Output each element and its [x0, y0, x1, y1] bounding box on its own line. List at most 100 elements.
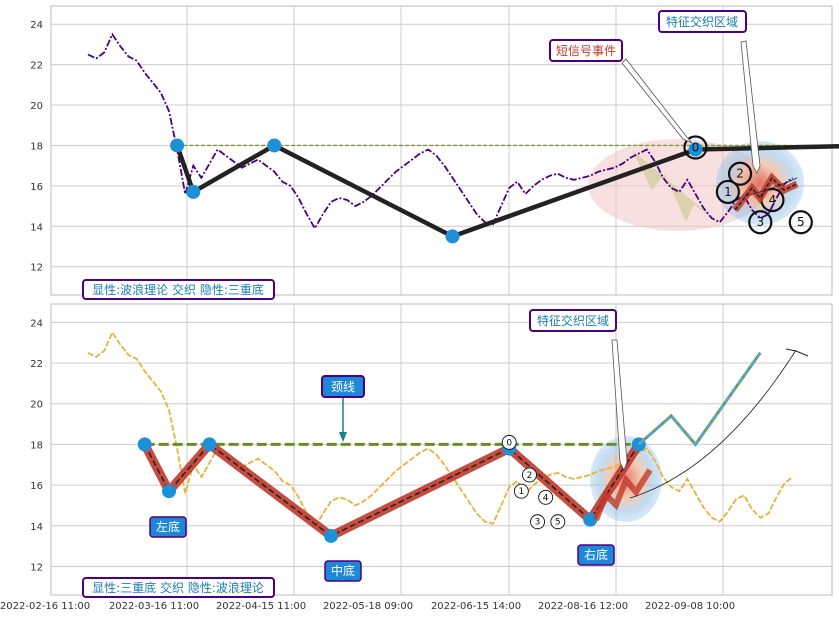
signal-label-box — [549, 39, 623, 62]
wave-labels-top: 0 12 34 5 — [683, 135, 813, 235]
trough-label-left: 左底 — [149, 516, 187, 538]
y-tick-label: 16 — [30, 182, 43, 193]
panel-bottom: 12 14 16 18 20 22 24 0 12 3 4 5 颈线 特征交织区域 左底 中底 — [30, 303, 833, 598]
trough-right-label: 右底 — [584, 547, 608, 562]
wave-label: 5 — [555, 518, 561, 528]
wave-label: 0 — [692, 140, 700, 154]
projection-line — [637, 351, 762, 447]
y-tick-labels-top: 12 14 16 18 20 22 24 — [30, 20, 43, 274]
y-tick-label: 20 — [30, 101, 43, 112]
signal-arrow — [621, 58, 693, 144]
wave-fill-top — [632, 150, 720, 224]
price-line — [87, 32, 794, 231]
wave-label-circle — [522, 467, 537, 483]
neckline-annotation: 颈线 — [321, 375, 365, 442]
y-tick-label: 16 — [30, 481, 43, 492]
wave-label-circle — [538, 489, 554, 505]
projection-tip — [785, 348, 809, 357]
x-tick-label: 2022-02-16 11:00 — [0, 601, 90, 612]
zone-arrow-top — [740, 40, 761, 174]
neckline-label-box — [321, 375, 365, 398]
x-tick-label: 2022-03-16 11:00 — [109, 601, 199, 612]
y-tick-label: 22 — [30, 359, 43, 370]
wave-band-bottom — [593, 468, 653, 522]
pivot-point — [583, 512, 598, 527]
wave-label-circle — [683, 135, 708, 160]
price-line — [87, 330, 794, 530]
trough-label-right: 右底 — [577, 544, 615, 566]
projection-curve-bottom — [629, 349, 797, 499]
trough-left-box — [149, 516, 187, 538]
projection-bottom — [637, 351, 762, 447]
caption-box-bottom — [82, 577, 275, 598]
panel-top: 12 14 16 18 20 22 24 0 12 34 5 短信号事件 特征交织区域 显性:波浪… — [30, 5, 839, 300]
signal-annotation: 短信号事件 — [549, 39, 693, 144]
y-tick-label: 24 — [30, 20, 43, 31]
wave-label: 1 — [724, 185, 732, 199]
trough-label-middle: 中底 — [324, 560, 362, 582]
y-tick-label: 12 — [30, 263, 43, 274]
wave-label: 0 — [506, 438, 512, 448]
pivot-point — [688, 142, 703, 157]
y-tick-label: 14 — [30, 522, 43, 533]
zone-label-box-bottom — [529, 309, 617, 332]
wave-label: 1 — [518, 487, 524, 497]
wave-labels-bottom: 0 12 3 4 5 — [501, 434, 566, 530]
trough-middle-box — [324, 560, 362, 582]
caption-box-top — [82, 279, 275, 300]
x-tick-label: 2022-06-15 14:00 — [431, 601, 521, 612]
trough-right-box — [577, 544, 615, 566]
pivot-point — [324, 528, 338, 543]
pivot-point — [445, 229, 460, 244]
wave-label-circle — [550, 514, 566, 530]
wave-label-circle — [501, 434, 517, 450]
pattern-line-top — [170, 138, 839, 244]
wave-label-circle — [788, 210, 813, 235]
trough-left-label: 左底 — [156, 519, 180, 534]
zone-label-box-top — [658, 10, 747, 33]
caption-bottom: 显性:三重底 交织 隐性:波浪理论 — [92, 580, 264, 595]
wave-label: 4 — [769, 193, 777, 207]
feature-zone-top — [716, 141, 804, 225]
wave-label-circle — [727, 161, 753, 186]
y-tick-label: 18 — [30, 440, 43, 451]
pivot-point — [137, 437, 152, 452]
pivot-point — [170, 138, 185, 153]
zone-annotation-top: 特征交织区域 — [658, 10, 761, 174]
wave-label: 2 — [527, 471, 533, 481]
wave-label-circle — [513, 483, 529, 499]
zone-label-bottom: 特征交织区域 — [537, 313, 609, 328]
wave-label: 3 — [535, 518, 541, 528]
trough-middle-label: 中底 — [331, 563, 355, 578]
y-tick-label: 24 — [30, 318, 43, 329]
wave-label: 2 — [736, 167, 744, 181]
pivot-point — [267, 138, 282, 153]
zone-label-top: 特征交织区域 — [666, 14, 738, 29]
x-tick-labels: 2022-02-16 11:00 2022-03-16 11:00 2022-04-… — [0, 601, 735, 612]
y-tick-label: 12 — [30, 563, 43, 574]
wave-label: 3 — [756, 215, 764, 229]
x-tick-label: 2022-04-15 11:00 — [216, 601, 306, 612]
zone-annotation-bottom: 特征交织区域 — [529, 309, 628, 471]
y-tick-labels-bottom: 12 14 16 18 20 22 24 — [30, 318, 43, 573]
wave-label: 4 — [543, 493, 549, 503]
caption-top: 显性:波浪理论 交织 隐性:三重底 — [92, 282, 264, 297]
price-series-top — [87, 32, 794, 231]
neckline-label: 颈线 — [331, 380, 355, 394]
x-tick-label: 2022-09-08 10:00 — [645, 601, 735, 612]
wave-label-circle — [715, 179, 741, 205]
price-series-bottom — [87, 330, 794, 530]
zone-arrow-bottom — [611, 339, 628, 471]
y-tick-label: 14 — [30, 222, 43, 233]
plot-frame-bottom — [50, 303, 833, 596]
y-tick-label: 20 — [30, 400, 43, 411]
pivot-point — [186, 184, 201, 199]
projection-curve-top — [744, 177, 798, 197]
wave-label-circle — [748, 210, 773, 235]
y-tick-label: 18 — [30, 141, 43, 152]
neckline-arrow-head — [339, 432, 347, 442]
y-tick-label: 22 — [30, 61, 43, 72]
pivot-point — [202, 437, 217, 452]
wave-label: 5 — [797, 215, 805, 229]
